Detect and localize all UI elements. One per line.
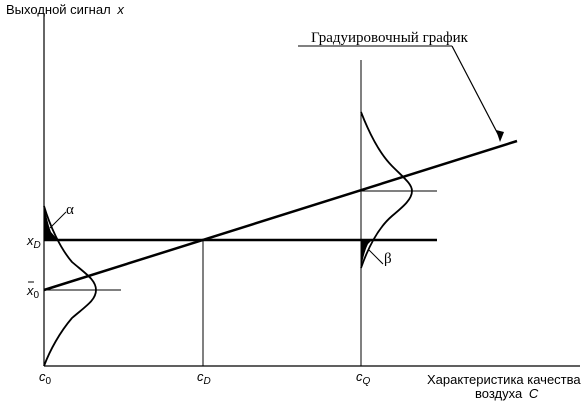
xd-label: xD: [26, 233, 41, 251]
x-axis-title-line2: воздуха C: [475, 386, 539, 401]
calibration-leader-arrowhead: [496, 130, 504, 142]
beta-label: β: [384, 251, 392, 267]
cq-label: cQ: [356, 369, 371, 387]
c0-label: c0: [39, 369, 52, 387]
right-distribution-curve: [360, 111, 413, 269]
beta-tail-area: [361, 240, 372, 268]
beta-leader-line: [368, 249, 384, 265]
alpha-label: α: [66, 202, 74, 218]
x0-label: x0: [26, 283, 40, 301]
calibration-line: [43, 139, 518, 292]
calibration-leader-line: [451, 45, 501, 139]
alpha-leader-line: [49, 211, 67, 229]
calibration-label: Градуировочный график: [311, 30, 469, 46]
left-distribution-curve: [43, 205, 97, 367]
alpha-tail-area: [44, 206, 58, 240]
cd-label: cD: [197, 369, 211, 387]
y-axis-title: Выходной сигнал x: [6, 2, 124, 17]
x-axis-title-line1: Характеристика качества: [427, 372, 581, 387]
